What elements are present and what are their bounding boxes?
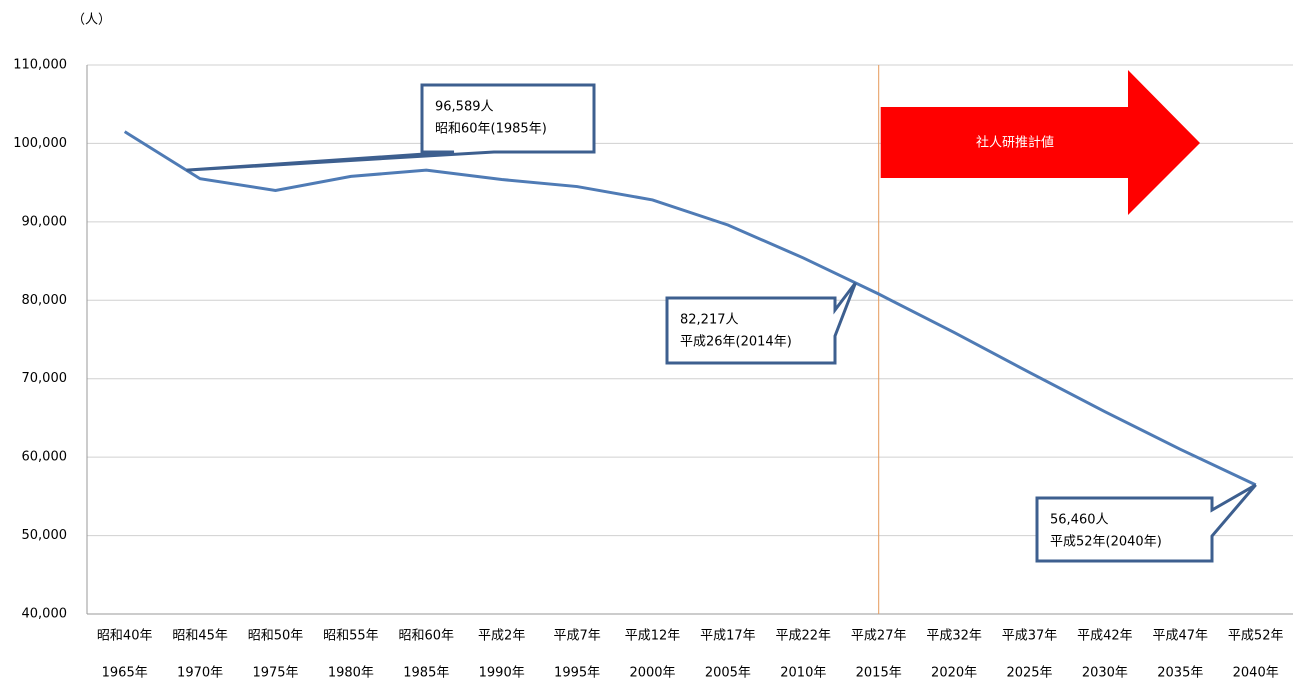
y-tick-label: 50,000 bbox=[22, 528, 68, 543]
y-tick-label: 80,000 bbox=[22, 293, 68, 308]
callout bbox=[1035, 483, 1257, 563]
x-tick-year: 1975年 bbox=[252, 666, 298, 681]
x-tick-label: 昭和60年 bbox=[399, 629, 455, 644]
x-tick-label: 平成47年 bbox=[1153, 629, 1209, 644]
x-tick-year: 2005年 bbox=[705, 666, 751, 681]
y-tick-label: 100,000 bbox=[13, 136, 67, 151]
x-tick-label: 昭和55年 bbox=[323, 629, 379, 644]
x-tick-label: 昭和50年 bbox=[248, 629, 304, 644]
x-tick-label: 平成37年 bbox=[1002, 629, 1058, 644]
x-tick-year: 1985年 bbox=[403, 666, 449, 681]
x-tick-label: 平成2年 bbox=[478, 629, 525, 644]
x-tick-year: 2015年 bbox=[856, 666, 902, 681]
callout bbox=[186, 83, 596, 172]
x-tick-label: 昭和40年 bbox=[97, 629, 153, 644]
y-tick-label: 110,000 bbox=[13, 58, 67, 73]
x-tick-label: 昭和45年 bbox=[172, 629, 228, 644]
x-tick-year: 2020年 bbox=[931, 666, 977, 681]
callout bbox=[665, 281, 857, 365]
x-tick-label: 平成52年 bbox=[1228, 629, 1284, 644]
x-tick-label: 平成32年 bbox=[926, 629, 982, 644]
x-tick-label: 平成12年 bbox=[625, 629, 681, 644]
x-tick-year: 2025年 bbox=[1006, 666, 1052, 681]
projection-arrow bbox=[880, 70, 1200, 215]
x-tick-label: 平成7年 bbox=[553, 629, 600, 644]
x-tick-year: 1970年 bbox=[177, 666, 223, 681]
x-tick-year: 2010年 bbox=[780, 666, 826, 681]
x-tick-year: 2000年 bbox=[629, 666, 675, 681]
data-line bbox=[123, 130, 1257, 487]
x-tick-year: 1980年 bbox=[328, 666, 374, 681]
y-tick-label: 40,000 bbox=[22, 607, 68, 622]
x-tick-year: 2040年 bbox=[1233, 666, 1279, 681]
y-tick-label: 70,000 bbox=[22, 371, 68, 386]
x-tick-label: 平成17年 bbox=[700, 629, 756, 644]
x-tick-year: 2035年 bbox=[1157, 666, 1203, 681]
callout-text: 82,217人 bbox=[680, 313, 739, 328]
callout-text: 56,460人 bbox=[1050, 513, 1109, 528]
x-tick-label: 平成22年 bbox=[776, 629, 832, 644]
callout-text: 平成52年(2040年) bbox=[1050, 535, 1162, 550]
unit-label: （人） bbox=[72, 13, 111, 28]
y-tick-label: 90,000 bbox=[22, 214, 68, 229]
x-tick-year: 1995年 bbox=[554, 666, 600, 681]
y-tick-label: 60,000 bbox=[22, 450, 68, 465]
callout-text: 昭和60年(1985年) bbox=[435, 122, 547, 137]
x-tick-label: 平成42年 bbox=[1077, 629, 1133, 644]
x-tick-label: 平成27年 bbox=[851, 629, 907, 644]
callout-text: 平成26年(2014年) bbox=[680, 335, 792, 350]
x-tick-year: 1990年 bbox=[479, 666, 525, 681]
x-tick-year: 2030年 bbox=[1082, 666, 1128, 681]
callout-text: 96,589人 bbox=[435, 100, 494, 115]
x-tick-year: 1965年 bbox=[102, 666, 148, 681]
projection-label: 社人研推計値 bbox=[976, 135, 1054, 151]
